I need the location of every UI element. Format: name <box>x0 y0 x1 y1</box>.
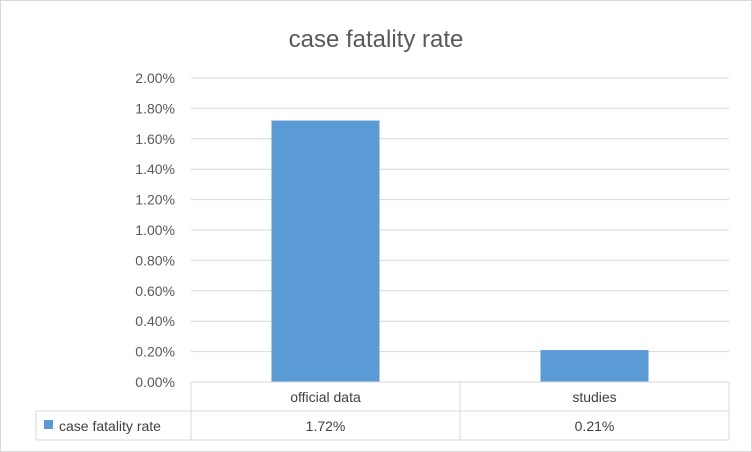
y-tick-label: 0.00% <box>135 374 175 390</box>
x-category-label: official data <box>290 389 361 405</box>
y-tick-label: 0.40% <box>135 313 175 329</box>
data-table-value: 0.21% <box>575 418 615 434</box>
y-tick-label: 0.20% <box>135 344 175 360</box>
y-tick-label: 0.80% <box>135 252 175 268</box>
legend-series-name: case fatality rate <box>59 418 161 434</box>
y-tick-label: 0.60% <box>135 283 175 299</box>
bar-official-data <box>271 120 380 382</box>
x-category-label: studies <box>572 389 616 405</box>
chart-title: case fatality rate <box>289 26 464 53</box>
bars <box>271 120 649 382</box>
y-tick-label: 1.00% <box>135 222 175 238</box>
y-axis-tick-labels: 0.00% 0.20% 0.40% 0.60% 0.80% 1.00% 1.20% 1.40%… <box>135 70 175 390</box>
data-table: official data 1.72% studies 0.21% case fatal… <box>35 381 730 441</box>
y-tick-label: 1.20% <box>135 192 175 208</box>
y-tick-label: 2.00% <box>135 70 175 86</box>
y-tick-label: 1.40% <box>135 161 175 177</box>
legend-swatch <box>44 420 53 429</box>
data-table-value: 1.72% <box>306 418 346 434</box>
bar-studies <box>540 350 649 382</box>
y-tick-label: 1.60% <box>135 131 175 147</box>
y-tick-label: 1.80% <box>135 100 175 116</box>
